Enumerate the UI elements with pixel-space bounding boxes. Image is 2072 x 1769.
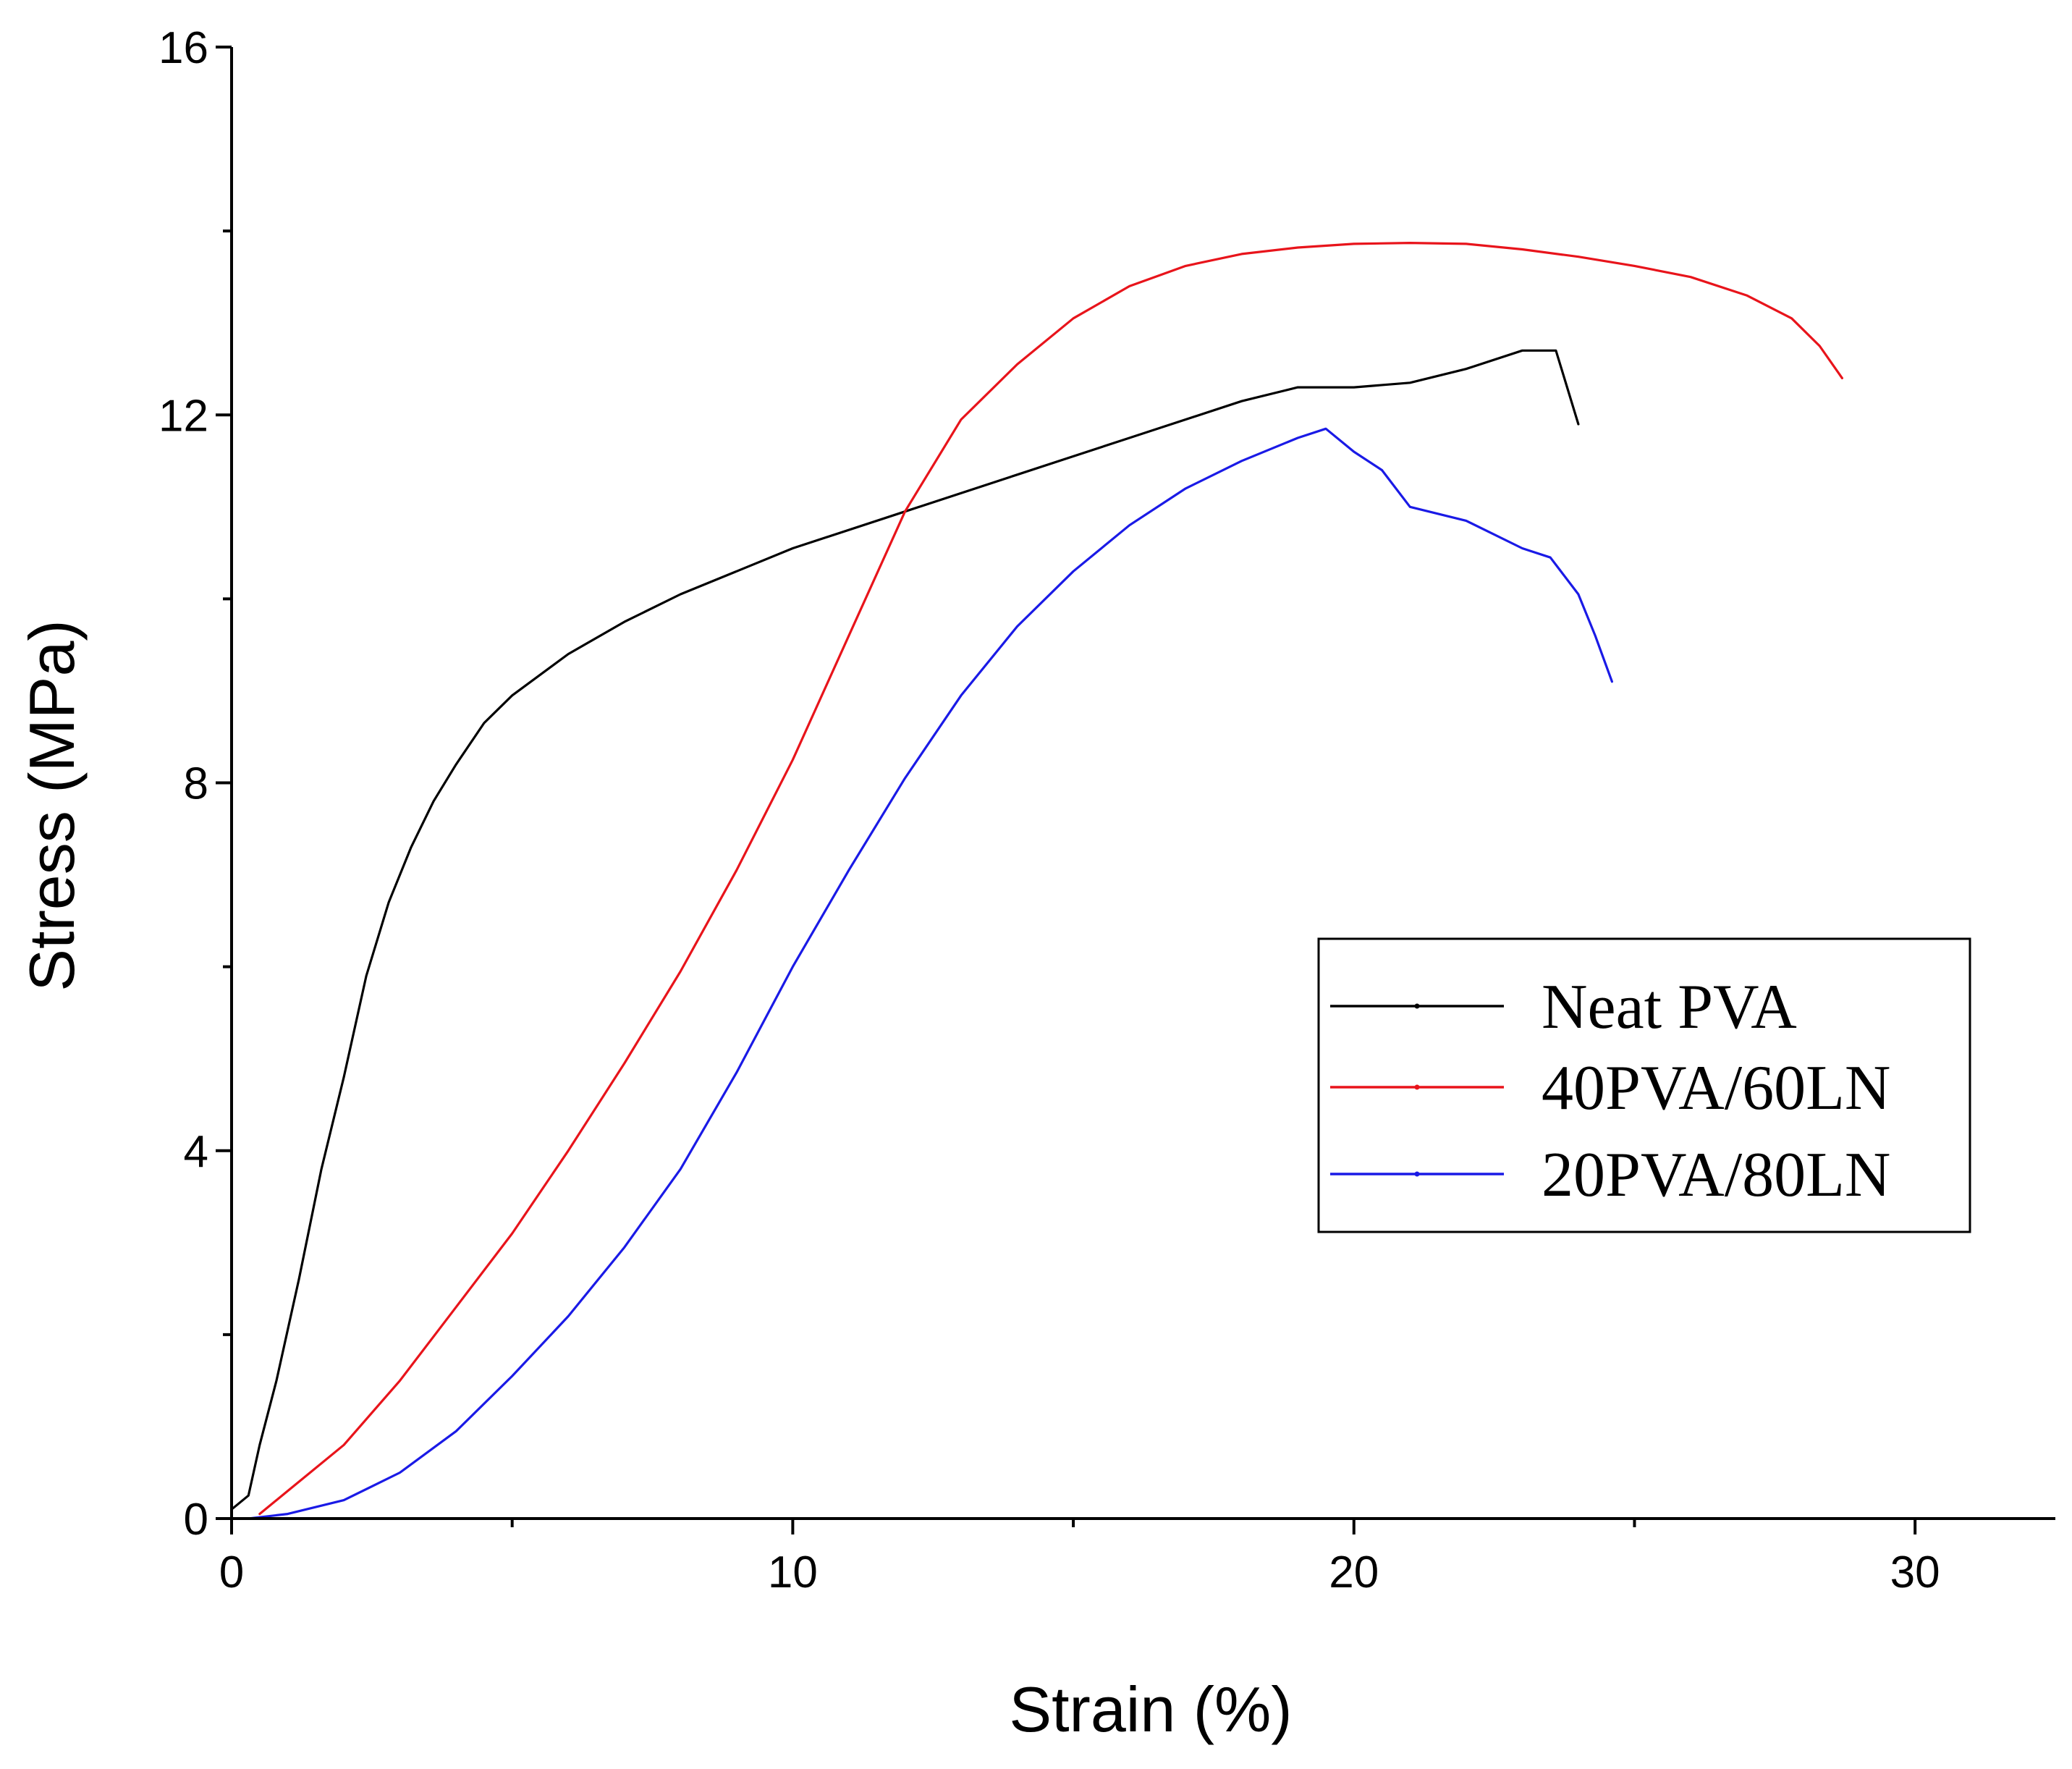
y-tick-label-0: 0 (184, 1495, 208, 1545)
legend-label-40pva-60ln: 40PVA/60LN (1542, 1053, 1890, 1123)
x-tick-label-30: 30 (1890, 1548, 1940, 1597)
y-tick-label-12: 12 (158, 391, 208, 441)
y-tick-label-16: 16 (158, 23, 208, 73)
legend-marker-40pva-60ln (1414, 1084, 1420, 1090)
legend-box (1317, 937, 1971, 1233)
legend-label-neat-pva: Neat PVA (1542, 972, 1797, 1042)
y-ticks: 0 4 8 12 16 (158, 23, 232, 1545)
y-tick-label-8: 8 (184, 759, 208, 809)
x-axis-title: Strain (%) (1009, 1673, 1292, 1745)
series-line-20pva-80ln (247, 427, 1613, 1520)
x-tick-label-20: 20 (1329, 1548, 1379, 1597)
series-line-40pva-60ln (258, 242, 1843, 1516)
x-tick-label-10: 10 (768, 1548, 818, 1597)
series-line-neat-pva (230, 349, 1580, 1511)
y-axis-title: Stress (MPa) (16, 620, 88, 991)
y-tick-label-4: 4 (184, 1127, 208, 1177)
legend: Neat PVA 40PVA/60LN 20PVA/80LN (1317, 937, 1971, 1233)
legend-marker-neat-pva (1414, 1003, 1420, 1009)
x-tick-label-0: 0 (219, 1548, 244, 1597)
series-layer (230, 242, 1843, 1520)
x-ticks: 0 10 20 30 (219, 1519, 1940, 1597)
legend-marker-20pva-80ln (1414, 1171, 1420, 1177)
legend-label-20pva-80ln: 20PVA/80LN (1542, 1140, 1890, 1210)
